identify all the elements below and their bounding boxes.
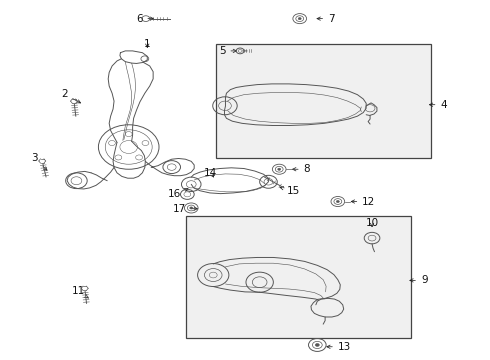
Text: 10: 10 [366,218,379,228]
Circle shape [278,168,281,170]
Text: 2: 2 [61,89,80,103]
Text: 9: 9 [410,275,427,285]
Text: 12: 12 [351,197,375,207]
Text: 6: 6 [136,14,153,24]
Text: 7: 7 [317,14,335,24]
Text: 16: 16 [168,188,188,199]
Text: 5: 5 [219,46,237,56]
Bar [216,44,431,158]
Circle shape [298,18,301,20]
Text: 15: 15 [280,186,300,196]
Text: 3: 3 [31,153,47,170]
Text: 1: 1 [144,39,150,49]
Text: 17: 17 [173,204,197,214]
Text: 4: 4 [429,100,447,110]
Text: 8: 8 [293,164,310,174]
Text: 13: 13 [327,342,351,352]
Text: 11: 11 [72,286,88,298]
Circle shape [190,207,193,209]
Circle shape [316,343,319,346]
Text: 14: 14 [204,168,218,178]
Circle shape [336,201,339,203]
Bar [186,216,411,338]
